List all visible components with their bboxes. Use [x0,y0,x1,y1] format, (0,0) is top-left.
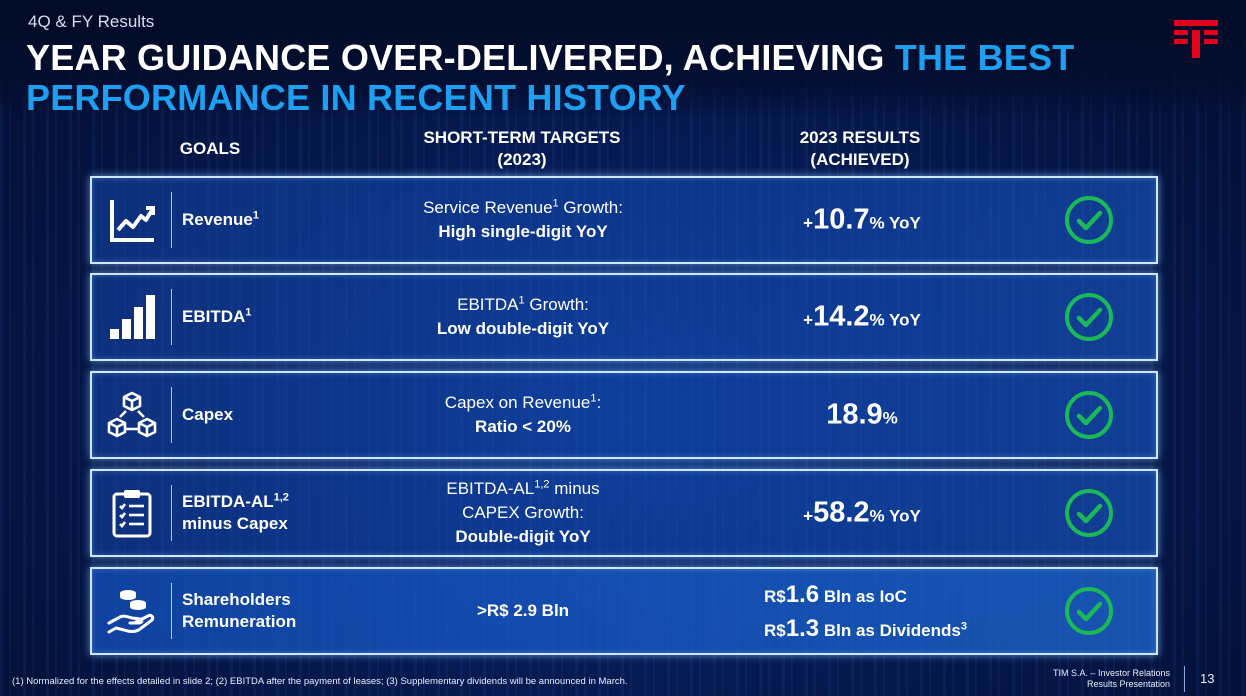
result-value: R$1.6 Bln as IoC R$1.3 Bln as Dividends3 [764,581,967,642]
result-value: 18.9% [826,398,898,431]
title-accent-1: THE BEST [894,37,1075,78]
result-value: +14.2% YoY [803,300,921,333]
header-backdrop [0,0,1246,120]
row-divider [171,289,172,345]
goal-row-revenue: Revenue1 Service Revenue1 Growth: High s… [90,176,1158,264]
column-header-targets-line1: SHORT-TERM TARGETS [423,128,621,147]
result-value: +10.7% YoY [803,203,921,236]
goal-label: Capex [182,405,234,424]
target-text: EBITDA1 Growth: Low double-digit YoY [436,294,610,338]
row-divider [171,485,172,541]
cubes-icon [107,391,157,438]
bar-chart-icon [110,295,155,339]
column-header-targets-line2: (2023) [497,150,547,169]
goal-row-ebitda-al: EBITDA-AL1,2 minus Capex EBITDA-AL1,2 mi… [90,469,1158,557]
row-divider [171,583,172,639]
check-circle-icon [1065,587,1113,635]
goal-label: Revenue1 [182,209,259,229]
check-circle-icon [1065,489,1113,537]
title-main: YEAR GUIDANCE OVER-DELIVERED, ACHIEVING [26,37,895,78]
footnote: (1) Normalized for the effects detailed … [12,676,628,687]
goal-row-capex: Capex Capex on Revenue1: Ratio < 20% 18.… [90,371,1158,459]
target-text: Service Revenue1 Growth: High single-dig… [423,197,623,241]
target-text: Capex on Revenue1: Ratio < 20% [444,392,602,436]
line-chart-icon [110,200,155,242]
target-text: EBITDA-AL1,2 minus CAPEX Growth: Double-… [446,478,600,546]
column-header-results: 2023 RESULTS (ACHIEVED) [740,127,980,171]
page-number: 13 [1200,671,1215,686]
column-header-results-line1: 2023 RESULTS [799,128,921,147]
footer-company: TIM S.A. – Investor Relations Results Pr… [1052,668,1170,689]
check-circle-icon [1065,293,1113,341]
column-header-results-line2: (ACHIEVED) [810,150,910,169]
check-circle-icon [1065,391,1113,439]
hand-coins-icon [107,590,155,634]
section-label: 4Q & FY Results [28,12,155,31]
row-divider [171,192,172,248]
goal-row-shareholders: Shareholders Remuneration >R$ 2.9 Bln R$… [90,567,1158,655]
goal-label: Shareholders Remuneration [182,590,297,631]
page-title: YEAR GUIDANCE OVER-DELIVERED, ACHIEVING … [26,38,1126,118]
footer-divider [1184,666,1185,692]
tim-logo-icon [1174,20,1218,58]
result-value: +58.2% YoY [803,496,921,529]
clipboard-checklist-icon [112,490,152,538]
column-header-targets: SHORT-TERM TARGETS (2023) [392,127,652,171]
target-text: >R$ 2.9 Bln [476,601,570,620]
goal-label: EBITDA1 [182,306,252,326]
column-header-goals: GOALS [179,139,241,158]
check-circle-icon [1065,196,1113,244]
goal-row-ebitda: EBITDA1 EBITDA1 Growth: Low double-digit… [90,273,1158,361]
goal-label: EBITDA-AL1,2 minus Capex [182,491,289,533]
title-accent-2: PERFORMANCE IN RECENT HISTORY [26,77,686,118]
row-divider [171,387,172,443]
